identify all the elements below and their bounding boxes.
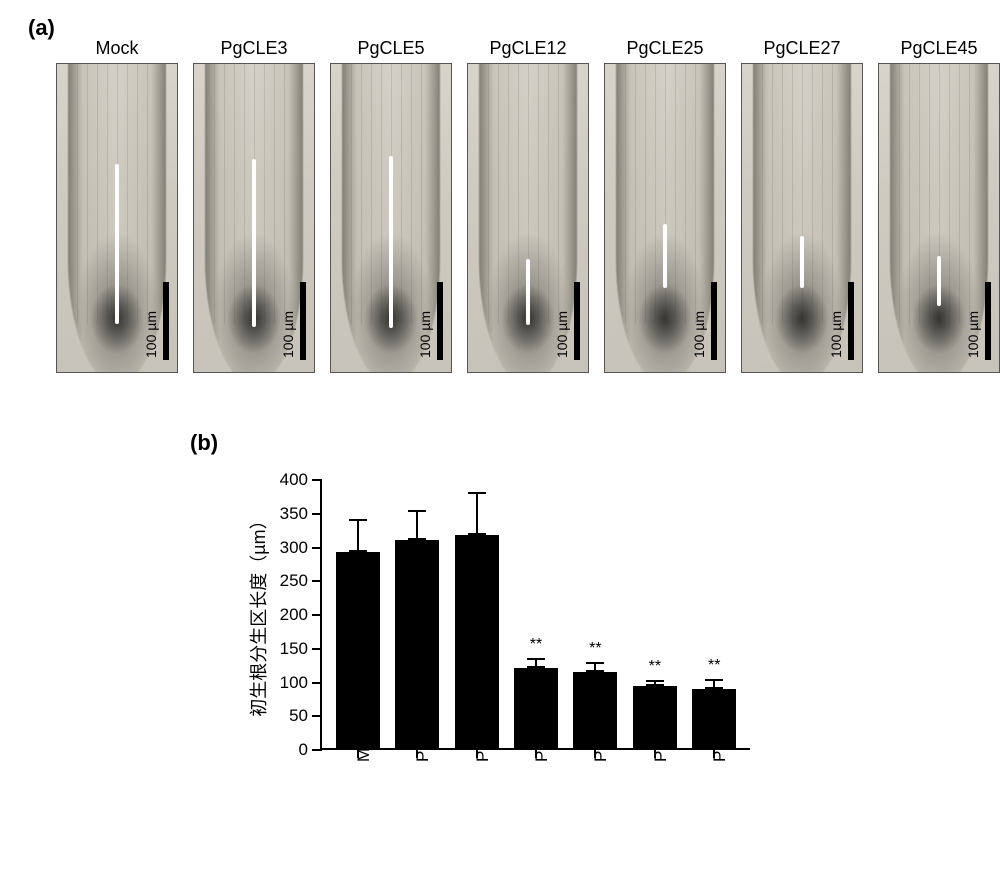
scale-bar-label: 100 µm — [691, 311, 707, 358]
scale-bar-label: 100 µm — [828, 311, 844, 358]
significance-marker: ** — [649, 658, 661, 676]
error-bar — [416, 510, 418, 540]
y-tick-label: 250 — [268, 571, 308, 591]
x-tick-label: PgCLE25 — [591, 689, 611, 762]
y-tick — [312, 715, 322, 717]
scale-bar-label: 100 µm — [143, 311, 159, 358]
y-tick — [312, 580, 322, 582]
y-tick — [312, 547, 322, 549]
meristem-line — [937, 256, 941, 306]
micro-image: 100 µm — [467, 63, 589, 373]
error-bar — [476, 492, 478, 536]
micro-image: 100 µm — [878, 63, 1000, 373]
scale-bar — [163, 282, 169, 360]
bar-group: **PgCLE25 — [568, 672, 622, 748]
micro-panel: PgCLE27 100 µm — [741, 38, 863, 373]
scale-bar — [437, 282, 443, 360]
bar-chart: 初生根分生区长度（µm） MockPgCLE3PgCLE5**PgCLE12**… — [240, 470, 800, 870]
micro-panel: PgCLE25 100 µm — [604, 38, 726, 373]
micro-image: 100 µm — [604, 63, 726, 373]
micro-panel-label: PgCLE45 — [900, 38, 977, 59]
error-bar — [535, 658, 537, 668]
x-tick-label: PgCLE5 — [473, 699, 493, 762]
meristem-line — [526, 259, 530, 325]
panel-b-label: (b) — [190, 430, 218, 456]
micro-image: 100 µm — [330, 63, 452, 373]
y-tick-label: 150 — [268, 639, 308, 659]
micro-panel-label: PgCLE27 — [763, 38, 840, 59]
micro-image: 100 µm — [741, 63, 863, 373]
y-tick-label: 200 — [268, 605, 308, 625]
y-tick-label: 0 — [268, 740, 308, 760]
error-bar — [654, 680, 656, 686]
bar-group: **PgCLE45 — [687, 689, 741, 748]
scale-bar — [848, 282, 854, 360]
y-tick-label: 350 — [268, 504, 308, 524]
bar-group: PgCLE5 — [450, 535, 504, 748]
x-tick-label: PgCLE27 — [651, 689, 671, 762]
scale-bar-label: 100 µm — [280, 311, 296, 358]
micro-image: 100 µm — [56, 63, 178, 373]
significance-marker: ** — [708, 657, 720, 675]
x-tick-label: PgCLE45 — [710, 689, 730, 762]
micro-panel-label: PgCLE25 — [626, 38, 703, 59]
bar-group: **PgCLE27 — [628, 686, 682, 748]
plot-area: 初生根分生区长度（µm） MockPgCLE3PgCLE5**PgCLE12**… — [320, 480, 750, 750]
error-bar — [357, 519, 359, 553]
meristem-line — [663, 224, 667, 288]
micro-panel-label: PgCLE5 — [357, 38, 424, 59]
microscopy-row: Mock100 µmPgCLE3100 µmPgCLE5100 µmPgCLE1… — [56, 38, 1000, 373]
scale-bar — [300, 282, 306, 360]
bar-group: **PgCLE12 — [509, 668, 563, 748]
scale-bar — [985, 282, 991, 360]
y-tick-label: 400 — [268, 470, 308, 490]
micro-image: 100 µm — [193, 63, 315, 373]
meristem-line — [252, 159, 256, 327]
y-tick — [312, 614, 322, 616]
y-tick — [312, 479, 322, 481]
micro-panel-label: Mock — [95, 38, 138, 59]
bar — [336, 552, 380, 748]
y-tick — [312, 749, 322, 751]
micro-panel: PgCLE3 100 µm — [193, 38, 315, 373]
bars-container: MockPgCLE3PgCLE5**PgCLE12**PgCLE25**PgCL… — [322, 480, 750, 748]
scale-bar-label: 100 µm — [965, 311, 981, 358]
bar-group: PgCLE3 — [390, 540, 444, 748]
x-tick-label: PgCLE3 — [413, 699, 433, 762]
significance-marker: ** — [589, 640, 601, 658]
y-tick — [312, 648, 322, 650]
meristem-line — [115, 164, 119, 324]
micro-panel: PgCLE45 100 µm — [878, 38, 1000, 373]
micro-panel-label: PgCLE12 — [489, 38, 566, 59]
scale-bar — [711, 282, 717, 360]
y-tick — [312, 513, 322, 515]
meristem-line — [800, 236, 804, 288]
micro-panel-label: PgCLE3 — [220, 38, 287, 59]
micro-panel: Mock 100 µm — [56, 38, 178, 373]
panel-a-label: (a) — [28, 15, 55, 41]
y-tick-label: 300 — [268, 538, 308, 558]
error-bar — [594, 662, 596, 672]
scale-bar-label: 100 µm — [554, 311, 570, 358]
bar-group: Mock — [331, 552, 385, 748]
scale-bar-label: 100 µm — [417, 311, 433, 358]
y-tick-label: 50 — [268, 706, 308, 726]
y-tick — [312, 682, 322, 684]
micro-panel: PgCLE5 100 µm — [330, 38, 452, 373]
x-tick-label: Mock — [354, 721, 374, 762]
error-bar — [713, 679, 715, 688]
y-tick-label: 100 — [268, 673, 308, 693]
significance-marker: ** — [530, 636, 542, 654]
micro-panel: PgCLE12 100 µm — [467, 38, 589, 373]
meristem-line — [389, 156, 393, 328]
scale-bar — [574, 282, 580, 360]
x-tick-label: PgCLE12 — [532, 689, 552, 762]
